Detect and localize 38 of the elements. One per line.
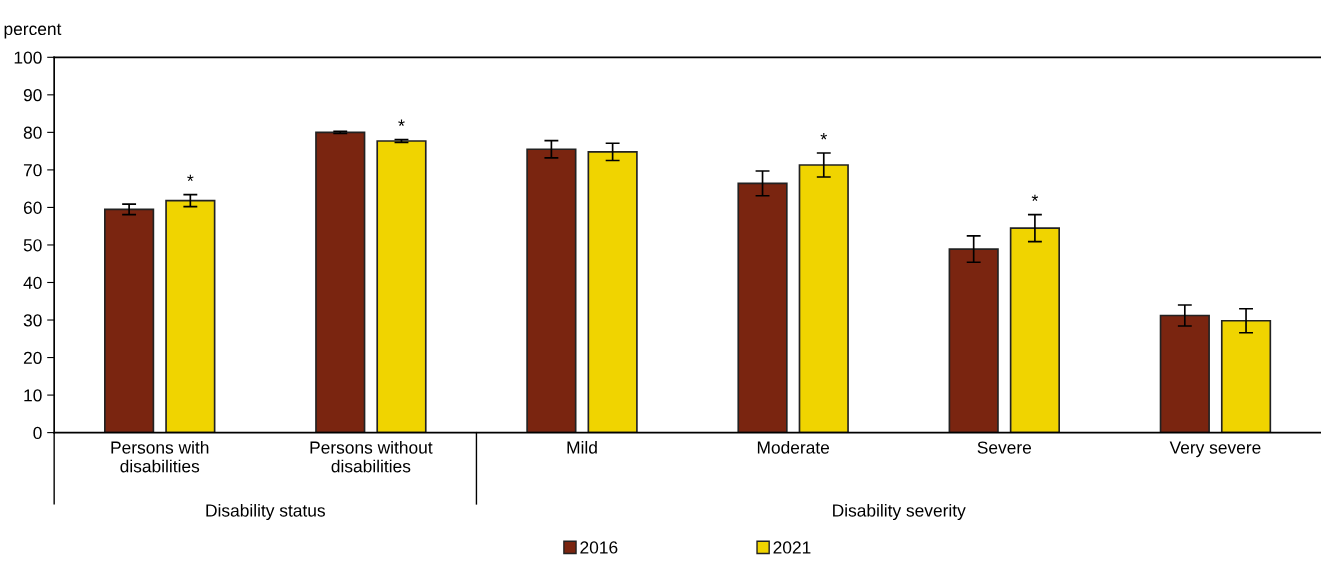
bar (165, 199, 216, 433)
y-tick-label: 30 (23, 314, 42, 327)
bar (376, 140, 427, 433)
annotation: * (1031, 194, 1039, 201)
y-tick-label: 100 (14, 51, 42, 64)
y-tick-label: 60 (23, 201, 42, 214)
bar (737, 182, 788, 433)
bar (948, 248, 999, 433)
x-tick-label: Mild (567, 440, 597, 454)
y-tick-label: 0 (33, 426, 42, 440)
y-tick-label: 10 (24, 389, 42, 402)
bar (1009, 227, 1061, 433)
y-axis-title: percent (4, 23, 62, 39)
bar (798, 164, 849, 433)
y-tick-label: 20 (23, 351, 42, 365)
bar (315, 131, 366, 433)
x-tick-label: Severe (977, 441, 1032, 454)
annotation: * (398, 119, 405, 126)
bar (526, 148, 577, 433)
y-tick-label: 50 (23, 239, 42, 252)
y-tick-label: 40 (23, 276, 42, 289)
x-tick-label: Very severe (1169, 441, 1261, 458)
x-tick-label: Persons with disabilities (111, 440, 209, 473)
bar (103, 208, 155, 433)
annotation: * (187, 174, 194, 182)
y-tick-label: 90 (23, 89, 42, 102)
text: Disability severity (833, 503, 966, 521)
annotation: * (820, 133, 827, 140)
y-tick-label: 80 (23, 126, 42, 139)
legend-label: 2016 (580, 541, 618, 554)
bar (1159, 314, 1210, 433)
x-tick-label: Persons without disabilities (310, 440, 433, 473)
x-tick-label: Moderate (757, 440, 830, 454)
legend-label: 2021 (773, 541, 811, 554)
bar (1220, 319, 1272, 433)
y-tick-label: 70 (23, 164, 42, 177)
text: Disability status (206, 503, 325, 521)
bar (587, 151, 638, 433)
